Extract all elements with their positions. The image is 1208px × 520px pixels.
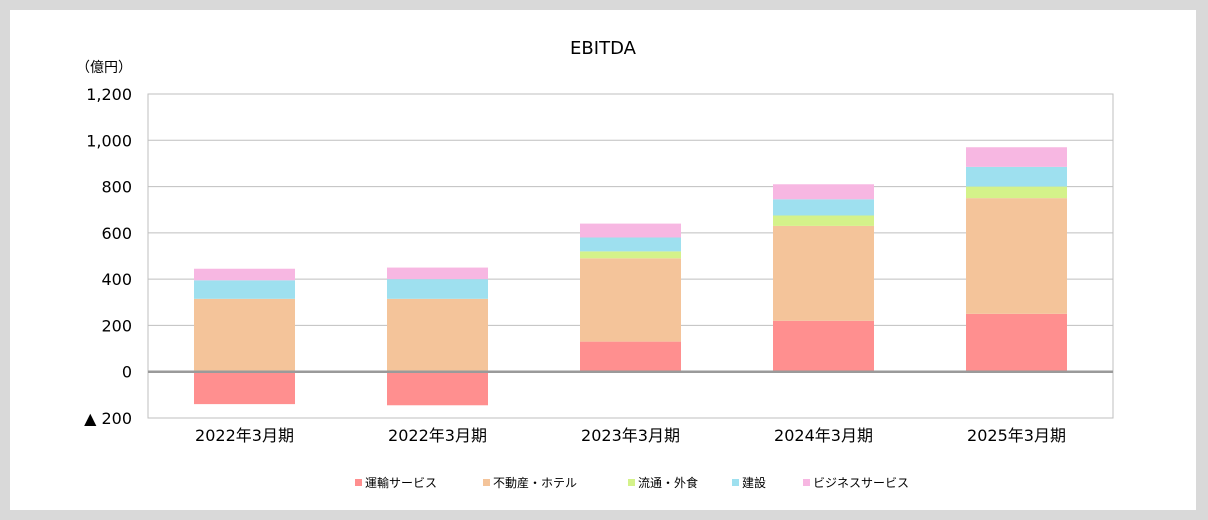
legend-label: 流通・外食 <box>638 475 698 490</box>
y-tick-label: 0 <box>122 363 132 382</box>
bar-segment <box>966 313 1067 372</box>
bar-segment <box>966 198 1067 314</box>
bar-segment <box>387 267 488 280</box>
bar-segment <box>580 223 681 238</box>
bar-segment <box>966 186 1067 199</box>
y-tick-label: 600 <box>101 224 132 243</box>
bar-segment <box>387 371 488 406</box>
legend-label: 運輸サービス <box>365 475 437 490</box>
y-unit-label: （億円） <box>76 60 132 76</box>
bar-segment <box>966 147 1067 167</box>
legend-swatch <box>483 479 490 486</box>
legend-label: ビジネスサービス <box>813 476 909 490</box>
y-tick-label: 1,200 <box>86 85 132 104</box>
y-tick-label: 400 <box>101 270 132 289</box>
legend-swatch <box>803 479 810 486</box>
x-category-label: 2022年3月期 <box>195 426 294 445</box>
y-tick-label: 800 <box>101 178 132 197</box>
bar-segment <box>580 251 681 259</box>
ebitda-chart: EBITDA （億円） ▲ 200 0 200 400 600 800 1,000 1,200… <box>76 38 1114 490</box>
bar-segment <box>580 341 681 372</box>
plot-area: ▲ 200 0 200 400 600 800 1,000 1,200 2022年3月期 2022… <box>84 85 1114 445</box>
legend-swatch <box>732 479 739 486</box>
bar-segment <box>194 371 295 405</box>
bar-segment <box>773 225 874 321</box>
bar-segment <box>194 280 295 299</box>
legend-label: 不動産・ホテル <box>493 475 577 490</box>
bar-segment <box>773 215 874 226</box>
legend-label: 建設 <box>742 475 766 490</box>
bar-segment <box>773 320 874 372</box>
y-tick-label: 1,000 <box>86 131 132 150</box>
bar-segment <box>387 279 488 299</box>
chart-panel: EBITDA （億円） ▲ 200 0 200 400 600 800 1,000 1,200… <box>10 10 1196 510</box>
chart-title: EBITDA <box>570 38 637 59</box>
bar-segment <box>194 268 295 281</box>
x-category-label: 2023年3月期 <box>581 426 680 445</box>
y-tick-label: 200 <box>101 316 132 335</box>
x-category-label: 2024年3月期 <box>774 426 873 445</box>
bar-segment <box>580 258 681 342</box>
y-tick-label: ▲ 200 <box>84 409 132 428</box>
bar-segment <box>194 298 295 372</box>
bar-segment <box>387 298 488 372</box>
bar-segment <box>966 166 1067 187</box>
bar-segment <box>773 199 874 216</box>
bar-segment <box>773 184 874 200</box>
x-category-label: 2022年3月期 <box>388 426 487 445</box>
legend: 運輸サービス 不動産・ホテル 流通・外食 建設 ビジネスサービス <box>355 475 909 490</box>
legend-swatch <box>628 479 635 486</box>
legend-swatch <box>355 479 362 486</box>
bar-segment <box>580 237 681 252</box>
x-category-label: 2025年3月期 <box>967 426 1066 445</box>
